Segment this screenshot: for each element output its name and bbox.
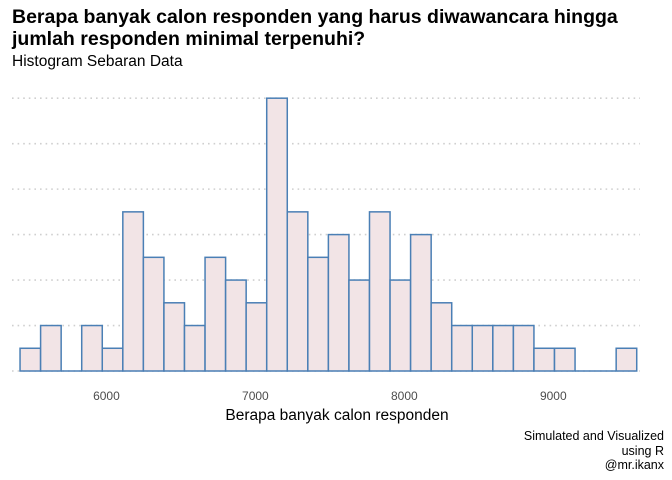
caption-line-1: Simulated and Visualized — [523, 429, 664, 443]
histogram-bar — [409, 233, 432, 372]
histogram-bar — [471, 324, 494, 372]
histogram-bar — [492, 324, 515, 372]
histogram-bar — [512, 324, 535, 372]
histogram-bar — [80, 324, 104, 372]
histogram-bar — [122, 211, 145, 372]
histogram-bar — [368, 211, 391, 372]
histogram-bar — [39, 324, 62, 372]
histogram-bar — [101, 347, 124, 372]
histogram-bar — [183, 324, 206, 372]
histogram-bar — [245, 302, 268, 372]
histogram-bar — [142, 256, 165, 372]
histogram-bar — [450, 324, 474, 372]
x-tick-label: 8000 — [391, 389, 418, 403]
histogram-bar — [265, 97, 289, 372]
histogram-bar — [553, 347, 576, 372]
histogram-bar — [615, 347, 638, 372]
histogram-bar — [430, 302, 453, 372]
chart-subtitle: Histogram Sebaran Data — [12, 53, 183, 70]
chart-title: Berapa banyak calon responden yang harus… — [12, 6, 618, 50]
histogram-bar — [19, 347, 42, 372]
histogram-bars — [19, 97, 638, 372]
histogram-bar — [348, 279, 371, 372]
histogram-bar — [327, 233, 350, 372]
caption: Simulated and Visualized using R @mr.ika… — [524, 429, 664, 473]
histogram-bar — [204, 256, 227, 372]
histogram-bar — [389, 279, 412, 372]
x-axis-ticks: 6000 7000 8000 9000 — [93, 389, 567, 403]
histogram-bar — [224, 279, 247, 372]
caption-line-2: using R — [621, 443, 664, 458]
x-axis-label: Berapa banyak calon responden — [225, 407, 448, 424]
x-tick-label: 9000 — [540, 389, 567, 403]
histogram-bar — [307, 256, 330, 372]
x-tick-label: 7000 — [242, 389, 269, 403]
caption-line-3: @mr.ikanx — [604, 458, 664, 472]
histogram-bar — [533, 347, 556, 372]
histogram-bar — [286, 211, 309, 372]
histogram-bar — [163, 302, 186, 372]
x-tick-label: 6000 — [93, 389, 120, 403]
